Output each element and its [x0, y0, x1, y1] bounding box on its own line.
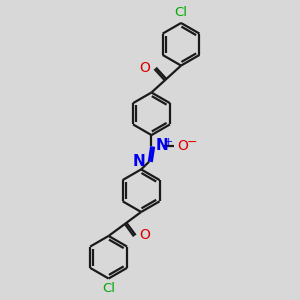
Text: O: O [178, 139, 188, 153]
Text: N: N [133, 154, 145, 169]
Text: Cl: Cl [175, 6, 188, 19]
Text: Cl: Cl [102, 282, 115, 296]
Text: N: N [155, 138, 168, 153]
Text: O: O [140, 61, 150, 74]
Text: O: O [140, 228, 151, 242]
Text: −: − [187, 136, 197, 149]
Text: +: + [164, 137, 174, 147]
